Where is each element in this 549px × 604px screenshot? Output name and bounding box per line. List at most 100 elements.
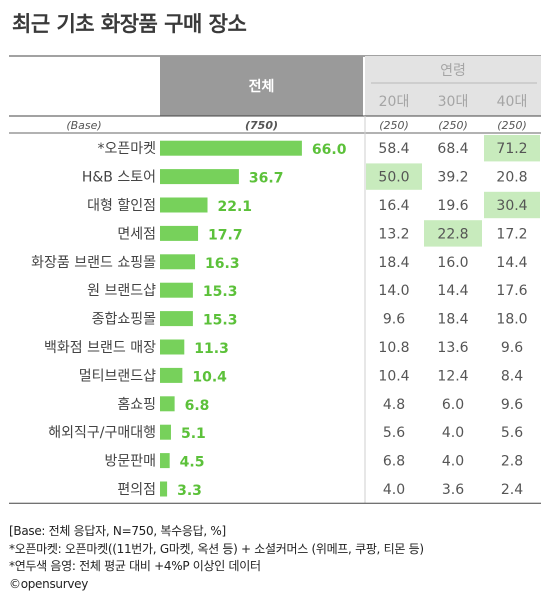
table-cell: 14.4 <box>437 283 468 299</box>
bar <box>160 367 183 383</box>
table-cell: 10.4 <box>378 368 409 384</box>
base-age: (250) <box>438 119 468 132</box>
table-cell: 14.4 <box>496 255 527 271</box>
bar <box>160 396 175 412</box>
category-label: 멀티브랜드샵 <box>79 368 156 384</box>
category-label: 편의점 <box>117 482 156 498</box>
category-label: H&B 스토어 <box>82 170 156 186</box>
table-cell: 19.6 <box>437 198 468 214</box>
table-cell: 9.6 <box>383 312 405 328</box>
header-age-column: 40대 <box>497 94 528 110</box>
bar <box>160 339 185 355</box>
bar <box>160 481 168 497</box>
header-total-label: 전체 <box>249 78 275 95</box>
category-label: 해외직구/구매대행 <box>48 425 156 441</box>
table-cell: 18.4 <box>378 255 409 271</box>
highlight-cell <box>484 191 540 219</box>
category-label: 홈쇼핑 <box>117 397 156 413</box>
header-age-column: 30대 <box>438 94 469 110</box>
table-cell: 68.4 <box>437 141 468 157</box>
category-label: 종합쇼핑몰 <box>92 312 157 328</box>
note-base: [Base: 전체 응답자, N=750, 복수응답, %] <box>9 524 226 538</box>
table-cell: 18.4 <box>437 312 468 328</box>
table-cell: 5.6 <box>383 425 405 441</box>
table-cell: 4.0 <box>383 482 405 498</box>
bar-value-label: 16.3 <box>205 256 240 272</box>
table-cell: 4.0 <box>442 425 464 441</box>
bar-value-label: 5.1 <box>181 426 206 442</box>
bar <box>160 197 208 213</box>
header-total-bg <box>160 56 363 116</box>
bar <box>160 282 193 298</box>
table-cell: 4.8 <box>383 397 405 413</box>
table-cell: 4.0 <box>442 454 464 470</box>
base-age: (250) <box>379 119 409 132</box>
bar-value-label: 4.5 <box>180 455 205 471</box>
header-age-group-label: 연령 <box>440 63 466 79</box>
bar-value-label: 36.7 <box>249 171 284 187</box>
table-cell: 2.8 <box>501 454 523 470</box>
bar <box>160 453 170 469</box>
table-cell: 2.4 <box>501 482 523 498</box>
table-cell: 6.0 <box>442 397 464 413</box>
category-label: *오픈마켓 <box>97 141 156 157</box>
table-cell: 8.4 <box>501 368 523 384</box>
chart-svg: 전체 연령 20대 30대 40대 (Base) (750) (250) (250) (250) *… <box>9 55 541 504</box>
bar <box>160 169 239 185</box>
bar-value-label: 11.3 <box>194 341 229 357</box>
table-cell: 16.0 <box>437 255 468 271</box>
highlight-cell <box>484 135 540 162</box>
table-cell: 18.0 <box>496 312 527 328</box>
bar <box>160 140 302 156</box>
note-open-market: *오픈마켓: 오픈마켓((11번가, G마켓, 옥션 등) + 소셜커머스 (위… <box>9 541 424 556</box>
table-cell: 22.8 <box>437 226 468 242</box>
bar <box>160 424 171 440</box>
table-cell: 13.6 <box>437 340 468 356</box>
header-age-bg <box>365 56 541 116</box>
table-cell: 9.6 <box>501 397 523 413</box>
bar-value-label: 3.3 <box>177 483 202 499</box>
bar <box>160 311 193 327</box>
base-age: (250) <box>497 119 527 132</box>
bar-value-label: 17.7 <box>208 227 243 243</box>
table-cell: 13.2 <box>378 226 409 242</box>
category-label: 백화점 브랜드 매장 <box>44 340 156 356</box>
table-cell: 12.4 <box>437 368 468 384</box>
table-cell: 30.4 <box>496 198 527 214</box>
table-cell: 14.0 <box>378 283 409 299</box>
bar-value-label: 66.0 <box>312 142 347 158</box>
bar-value-label: 22.1 <box>218 199 253 215</box>
table-cell: 39.2 <box>437 170 468 186</box>
bar-value-label: 6.8 <box>185 398 210 414</box>
table-cell: 9.6 <box>501 340 523 356</box>
note-copyright: ©opensurvey <box>9 576 89 591</box>
category-label: 대형 할인점 <box>87 198 156 214</box>
table-cell: 16.4 <box>378 198 409 214</box>
bar-value-label: 15.3 <box>203 284 238 300</box>
note-highlight: *연두색 음영: 전체 평균 대비 +4%P 이상인 데이터 <box>9 559 261 573</box>
bar-value-label: 15.3 <box>203 313 238 329</box>
table-cell: 17.6 <box>496 283 527 299</box>
category-label: 화장품 브랜드 쇼핑몰 <box>31 255 156 271</box>
table-cell: 3.6 <box>442 482 464 498</box>
category-label: 원 브랜드샵 <box>87 283 156 299</box>
table-cell: 50.0 <box>378 170 409 186</box>
category-label: 방문판매 <box>104 454 156 470</box>
bar <box>160 254 196 270</box>
footnotes: [Base: 전체 응답자, N=750, 복수응답, %] *오픈마켓: 오픈… <box>9 523 424 593</box>
table-cell: 10.8 <box>378 340 409 356</box>
table-cell: 17.2 <box>496 226 527 242</box>
chart-title: 최근 기초 화장품 구매 장소 <box>12 12 247 36</box>
table-cell: 5.6 <box>501 425 523 441</box>
bar <box>160 225 199 241</box>
bar-value-label: 10.4 <box>192 369 227 385</box>
header-age-column: 20대 <box>379 94 410 110</box>
table-cell: 71.2 <box>496 141 527 157</box>
highlight-cell <box>424 220 482 247</box>
highlight-cell <box>366 163 422 190</box>
category-label: 면세점 <box>117 226 156 242</box>
table-cell: 20.8 <box>496 170 527 186</box>
base-total: (750) <box>245 119 278 132</box>
table-cell: 58.4 <box>378 141 409 157</box>
base-label: (Base) <box>66 119 101 132</box>
